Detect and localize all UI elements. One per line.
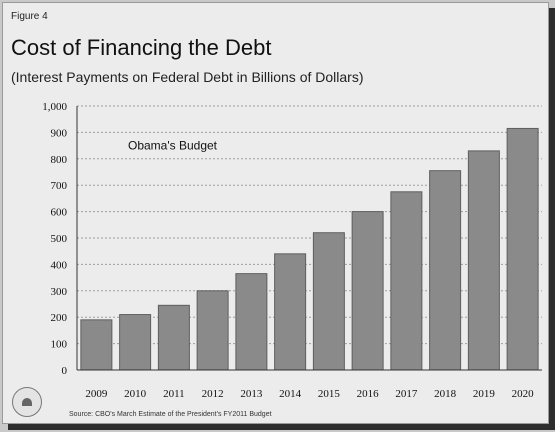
bar (196, 290, 229, 371)
x-tick-label: 2013 (240, 388, 263, 400)
bar (390, 191, 423, 371)
bar (467, 150, 500, 371)
x-tick-label: 2020 (512, 388, 535, 400)
chart-title: Cost of Financing the Debt (11, 35, 272, 60)
y-tick-label: 1,000 (42, 101, 67, 113)
chart-annotation: Obama's Budget (128, 139, 218, 153)
bar (429, 170, 462, 371)
figure-label: Figure 4 (11, 11, 48, 22)
y-tick-label: 600 (51, 207, 68, 219)
seal-logo (12, 387, 42, 417)
chart-subtitle: (Interest Payments on Federal Debt in Bi… (11, 69, 364, 85)
source-note: Source: CBO's March Estimate of the Pres… (69, 411, 272, 418)
bar (312, 232, 345, 371)
bar (506, 127, 539, 371)
bar (274, 253, 307, 371)
bar (119, 314, 152, 371)
y-tick-label: 500 (51, 233, 68, 245)
y-tick-label: 900 (51, 127, 68, 139)
bar (351, 211, 384, 371)
x-tick-label: 2019 (473, 388, 496, 400)
x-tick-label: 2011 (163, 388, 185, 400)
x-tick-label: 2010 (124, 388, 147, 400)
bar (80, 319, 113, 371)
y-tick-label: 700 (51, 180, 68, 192)
y-tick-label: 300 (51, 286, 68, 298)
y-tick-label: 400 (51, 259, 68, 271)
y-tick-label: 0 (62, 365, 68, 377)
bar (157, 304, 190, 371)
y-tick-label: 100 (51, 339, 68, 351)
x-tick-label: 2018 (434, 388, 457, 400)
x-tick-label: 2012 (202, 388, 224, 400)
x-tick-label: 2017 (395, 388, 418, 400)
y-tick-label: 200 (51, 312, 68, 324)
y-tick-label: 800 (51, 154, 68, 166)
x-tick-label: 2015 (318, 388, 341, 400)
x-tick-label: 2014 (279, 388, 302, 400)
x-tick-label: 2009 (85, 388, 108, 400)
bar (235, 273, 268, 371)
x-tick-label: 2016 (357, 388, 380, 400)
